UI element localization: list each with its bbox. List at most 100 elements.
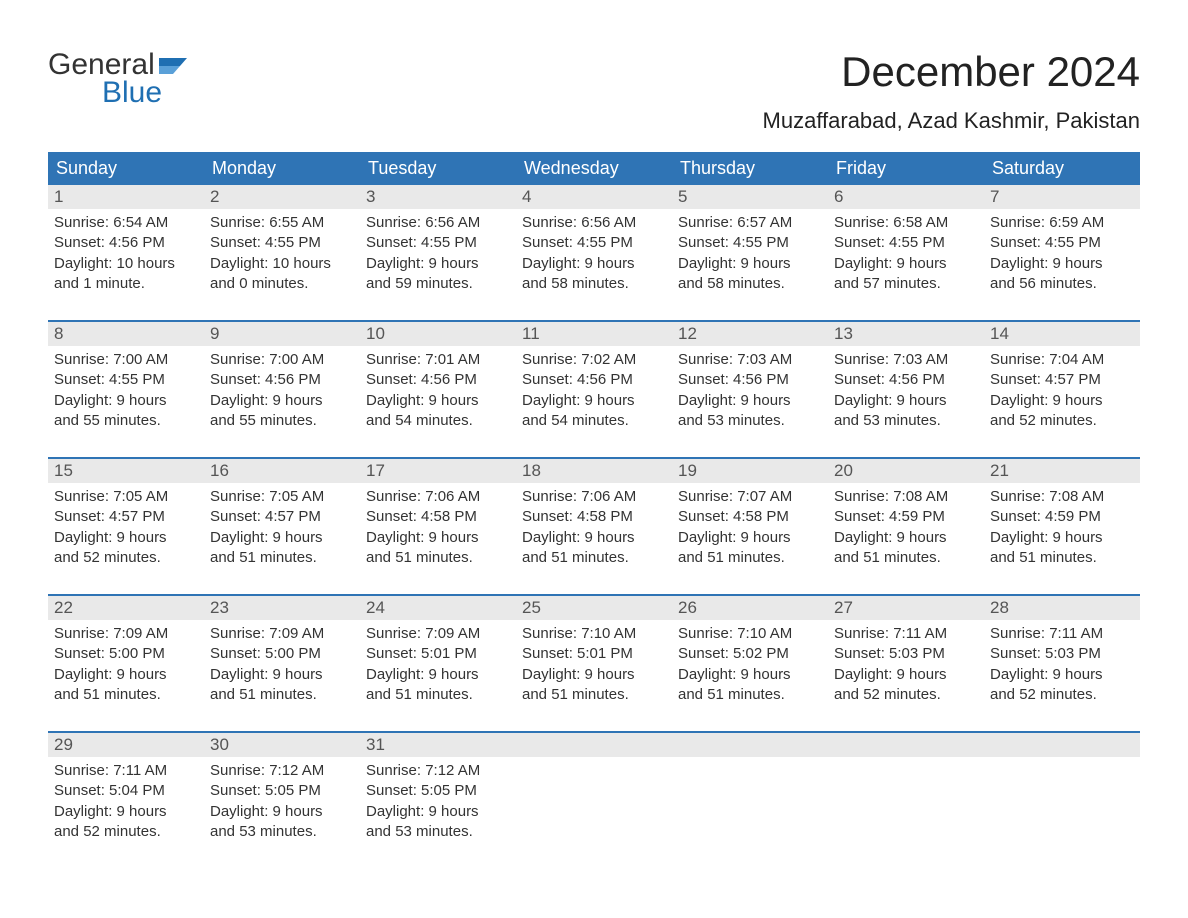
day-number: 4 xyxy=(516,185,672,209)
weekday-mon: Monday xyxy=(204,152,360,185)
sunset-text: Sunset: 5:04 PM xyxy=(54,781,198,801)
daylight-line1: Daylight: 9 hours xyxy=(678,254,822,274)
sunset-text: Sunset: 5:03 PM xyxy=(834,644,978,664)
calendar-day: 4Sunrise: 6:56 AMSunset: 4:55 PMDaylight… xyxy=(516,185,672,302)
daylight-line2: and 53 minutes. xyxy=(366,822,510,842)
day-number: 7 xyxy=(984,185,1140,209)
day-number xyxy=(672,733,828,757)
daylight-line2: and 51 minutes. xyxy=(54,685,198,705)
calendar: Sunday Monday Tuesday Wednesday Thursday… xyxy=(48,152,1140,850)
sunrise-text: Sunrise: 7:09 AM xyxy=(366,624,510,644)
week-row: 15Sunrise: 7:05 AMSunset: 4:57 PMDayligh… xyxy=(48,457,1140,576)
daylight-line1: Daylight: 9 hours xyxy=(990,528,1134,548)
daylight-line1: Daylight: 9 hours xyxy=(990,254,1134,274)
day-body: Sunrise: 7:00 AMSunset: 4:56 PMDaylight:… xyxy=(204,346,360,439)
day-body: Sunrise: 7:06 AMSunset: 4:58 PMDaylight:… xyxy=(360,483,516,576)
day-body: Sunrise: 6:57 AMSunset: 4:55 PMDaylight:… xyxy=(672,209,828,302)
day-body: Sunrise: 7:10 AMSunset: 5:01 PMDaylight:… xyxy=(516,620,672,713)
day-body: Sunrise: 7:09 AMSunset: 5:00 PMDaylight:… xyxy=(48,620,204,713)
daylight-line2: and 51 minutes. xyxy=(834,548,978,568)
daylight-line2: and 55 minutes. xyxy=(210,411,354,431)
daylight-line1: Daylight: 9 hours xyxy=(990,391,1134,411)
daylight-line1: Daylight: 9 hours xyxy=(990,665,1134,685)
sunrise-text: Sunrise: 6:57 AM xyxy=(678,213,822,233)
calendar-day: 6Sunrise: 6:58 AMSunset: 4:55 PMDaylight… xyxy=(828,185,984,302)
day-body: Sunrise: 6:55 AMSunset: 4:55 PMDaylight:… xyxy=(204,209,360,302)
sunset-text: Sunset: 4:55 PM xyxy=(210,233,354,253)
day-body: Sunrise: 7:12 AMSunset: 5:05 PMDaylight:… xyxy=(204,757,360,850)
daylight-line2: and 57 minutes. xyxy=(834,274,978,294)
calendar-day: 28Sunrise: 7:11 AMSunset: 5:03 PMDayligh… xyxy=(984,596,1140,713)
calendar-day: 20Sunrise: 7:08 AMSunset: 4:59 PMDayligh… xyxy=(828,459,984,576)
sunset-text: Sunset: 4:56 PM xyxy=(522,370,666,390)
daylight-line1: Daylight: 9 hours xyxy=(366,391,510,411)
sunrise-text: Sunrise: 7:11 AM xyxy=(834,624,978,644)
daylight-line1: Daylight: 9 hours xyxy=(678,391,822,411)
daylight-line2: and 58 minutes. xyxy=(678,274,822,294)
day-number: 27 xyxy=(828,596,984,620)
day-number xyxy=(516,733,672,757)
daylight-line1: Daylight: 9 hours xyxy=(366,802,510,822)
daylight-line2: and 51 minutes. xyxy=(366,548,510,568)
calendar-day xyxy=(984,733,1140,850)
sunrise-text: Sunrise: 7:07 AM xyxy=(678,487,822,507)
day-number: 14 xyxy=(984,322,1140,346)
day-body: Sunrise: 7:11 AMSunset: 5:04 PMDaylight:… xyxy=(48,757,204,850)
daylight-line2: and 52 minutes. xyxy=(54,822,198,842)
sunset-text: Sunset: 4:56 PM xyxy=(210,370,354,390)
weeks-container: 1Sunrise: 6:54 AMSunset: 4:56 PMDaylight… xyxy=(48,185,1140,850)
sunset-text: Sunset: 4:55 PM xyxy=(990,233,1134,253)
daylight-line1: Daylight: 9 hours xyxy=(678,528,822,548)
day-body: Sunrise: 7:00 AMSunset: 4:55 PMDaylight:… xyxy=(48,346,204,439)
calendar-day: 1Sunrise: 6:54 AMSunset: 4:56 PMDaylight… xyxy=(48,185,204,302)
calendar-day: 5Sunrise: 6:57 AMSunset: 4:55 PMDaylight… xyxy=(672,185,828,302)
calendar-day: 7Sunrise: 6:59 AMSunset: 4:55 PMDaylight… xyxy=(984,185,1140,302)
sunset-text: Sunset: 4:59 PM xyxy=(834,507,978,527)
day-body: Sunrise: 7:05 AMSunset: 4:57 PMDaylight:… xyxy=(204,483,360,576)
sunrise-text: Sunrise: 7:11 AM xyxy=(54,761,198,781)
daylight-line1: Daylight: 9 hours xyxy=(210,665,354,685)
sunset-text: Sunset: 5:01 PM xyxy=(366,644,510,664)
day-body: Sunrise: 7:09 AMSunset: 5:00 PMDaylight:… xyxy=(204,620,360,713)
day-number: 16 xyxy=(204,459,360,483)
week-row: 29Sunrise: 7:11 AMSunset: 5:04 PMDayligh… xyxy=(48,731,1140,850)
calendar-day: 14Sunrise: 7:04 AMSunset: 4:57 PMDayligh… xyxy=(984,322,1140,439)
day-number: 26 xyxy=(672,596,828,620)
sunset-text: Sunset: 4:55 PM xyxy=(522,233,666,253)
daylight-line1: Daylight: 9 hours xyxy=(210,528,354,548)
calendar-day: 21Sunrise: 7:08 AMSunset: 4:59 PMDayligh… xyxy=(984,459,1140,576)
flag-icon xyxy=(159,54,187,74)
daylight-line1: Daylight: 9 hours xyxy=(834,665,978,685)
sunrise-text: Sunrise: 7:10 AM xyxy=(522,624,666,644)
sunset-text: Sunset: 4:55 PM xyxy=(54,370,198,390)
day-number: 5 xyxy=(672,185,828,209)
weekday-sun: Sunday xyxy=(48,152,204,185)
calendar-day xyxy=(516,733,672,850)
daylight-line2: and 52 minutes. xyxy=(990,411,1134,431)
day-number: 9 xyxy=(204,322,360,346)
calendar-day: 17Sunrise: 7:06 AMSunset: 4:58 PMDayligh… xyxy=(360,459,516,576)
day-number: 20 xyxy=(828,459,984,483)
day-number: 22 xyxy=(48,596,204,620)
day-body xyxy=(516,757,672,837)
sunset-text: Sunset: 4:58 PM xyxy=(522,507,666,527)
day-number: 23 xyxy=(204,596,360,620)
weekday-wed: Wednesday xyxy=(516,152,672,185)
daylight-line1: Daylight: 9 hours xyxy=(834,528,978,548)
daylight-line2: and 59 minutes. xyxy=(366,274,510,294)
sunset-text: Sunset: 5:00 PM xyxy=(210,644,354,664)
sunrise-text: Sunrise: 7:06 AM xyxy=(366,487,510,507)
sunrise-text: Sunrise: 6:58 AM xyxy=(834,213,978,233)
sunrise-text: Sunrise: 6:54 AM xyxy=(54,213,198,233)
daylight-line1: Daylight: 9 hours xyxy=(366,665,510,685)
day-body xyxy=(984,757,1140,837)
daylight-line1: Daylight: 9 hours xyxy=(54,665,198,685)
day-number: 10 xyxy=(360,322,516,346)
header: General Blue December 2024 Muzaffarabad,… xyxy=(48,48,1140,134)
sunset-text: Sunset: 5:02 PM xyxy=(678,644,822,664)
daylight-line2: and 0 minutes. xyxy=(210,274,354,294)
sunrise-text: Sunrise: 7:12 AM xyxy=(210,761,354,781)
calendar-day: 24Sunrise: 7:09 AMSunset: 5:01 PMDayligh… xyxy=(360,596,516,713)
daylight-line1: Daylight: 10 hours xyxy=(210,254,354,274)
sunset-text: Sunset: 4:56 PM xyxy=(834,370,978,390)
